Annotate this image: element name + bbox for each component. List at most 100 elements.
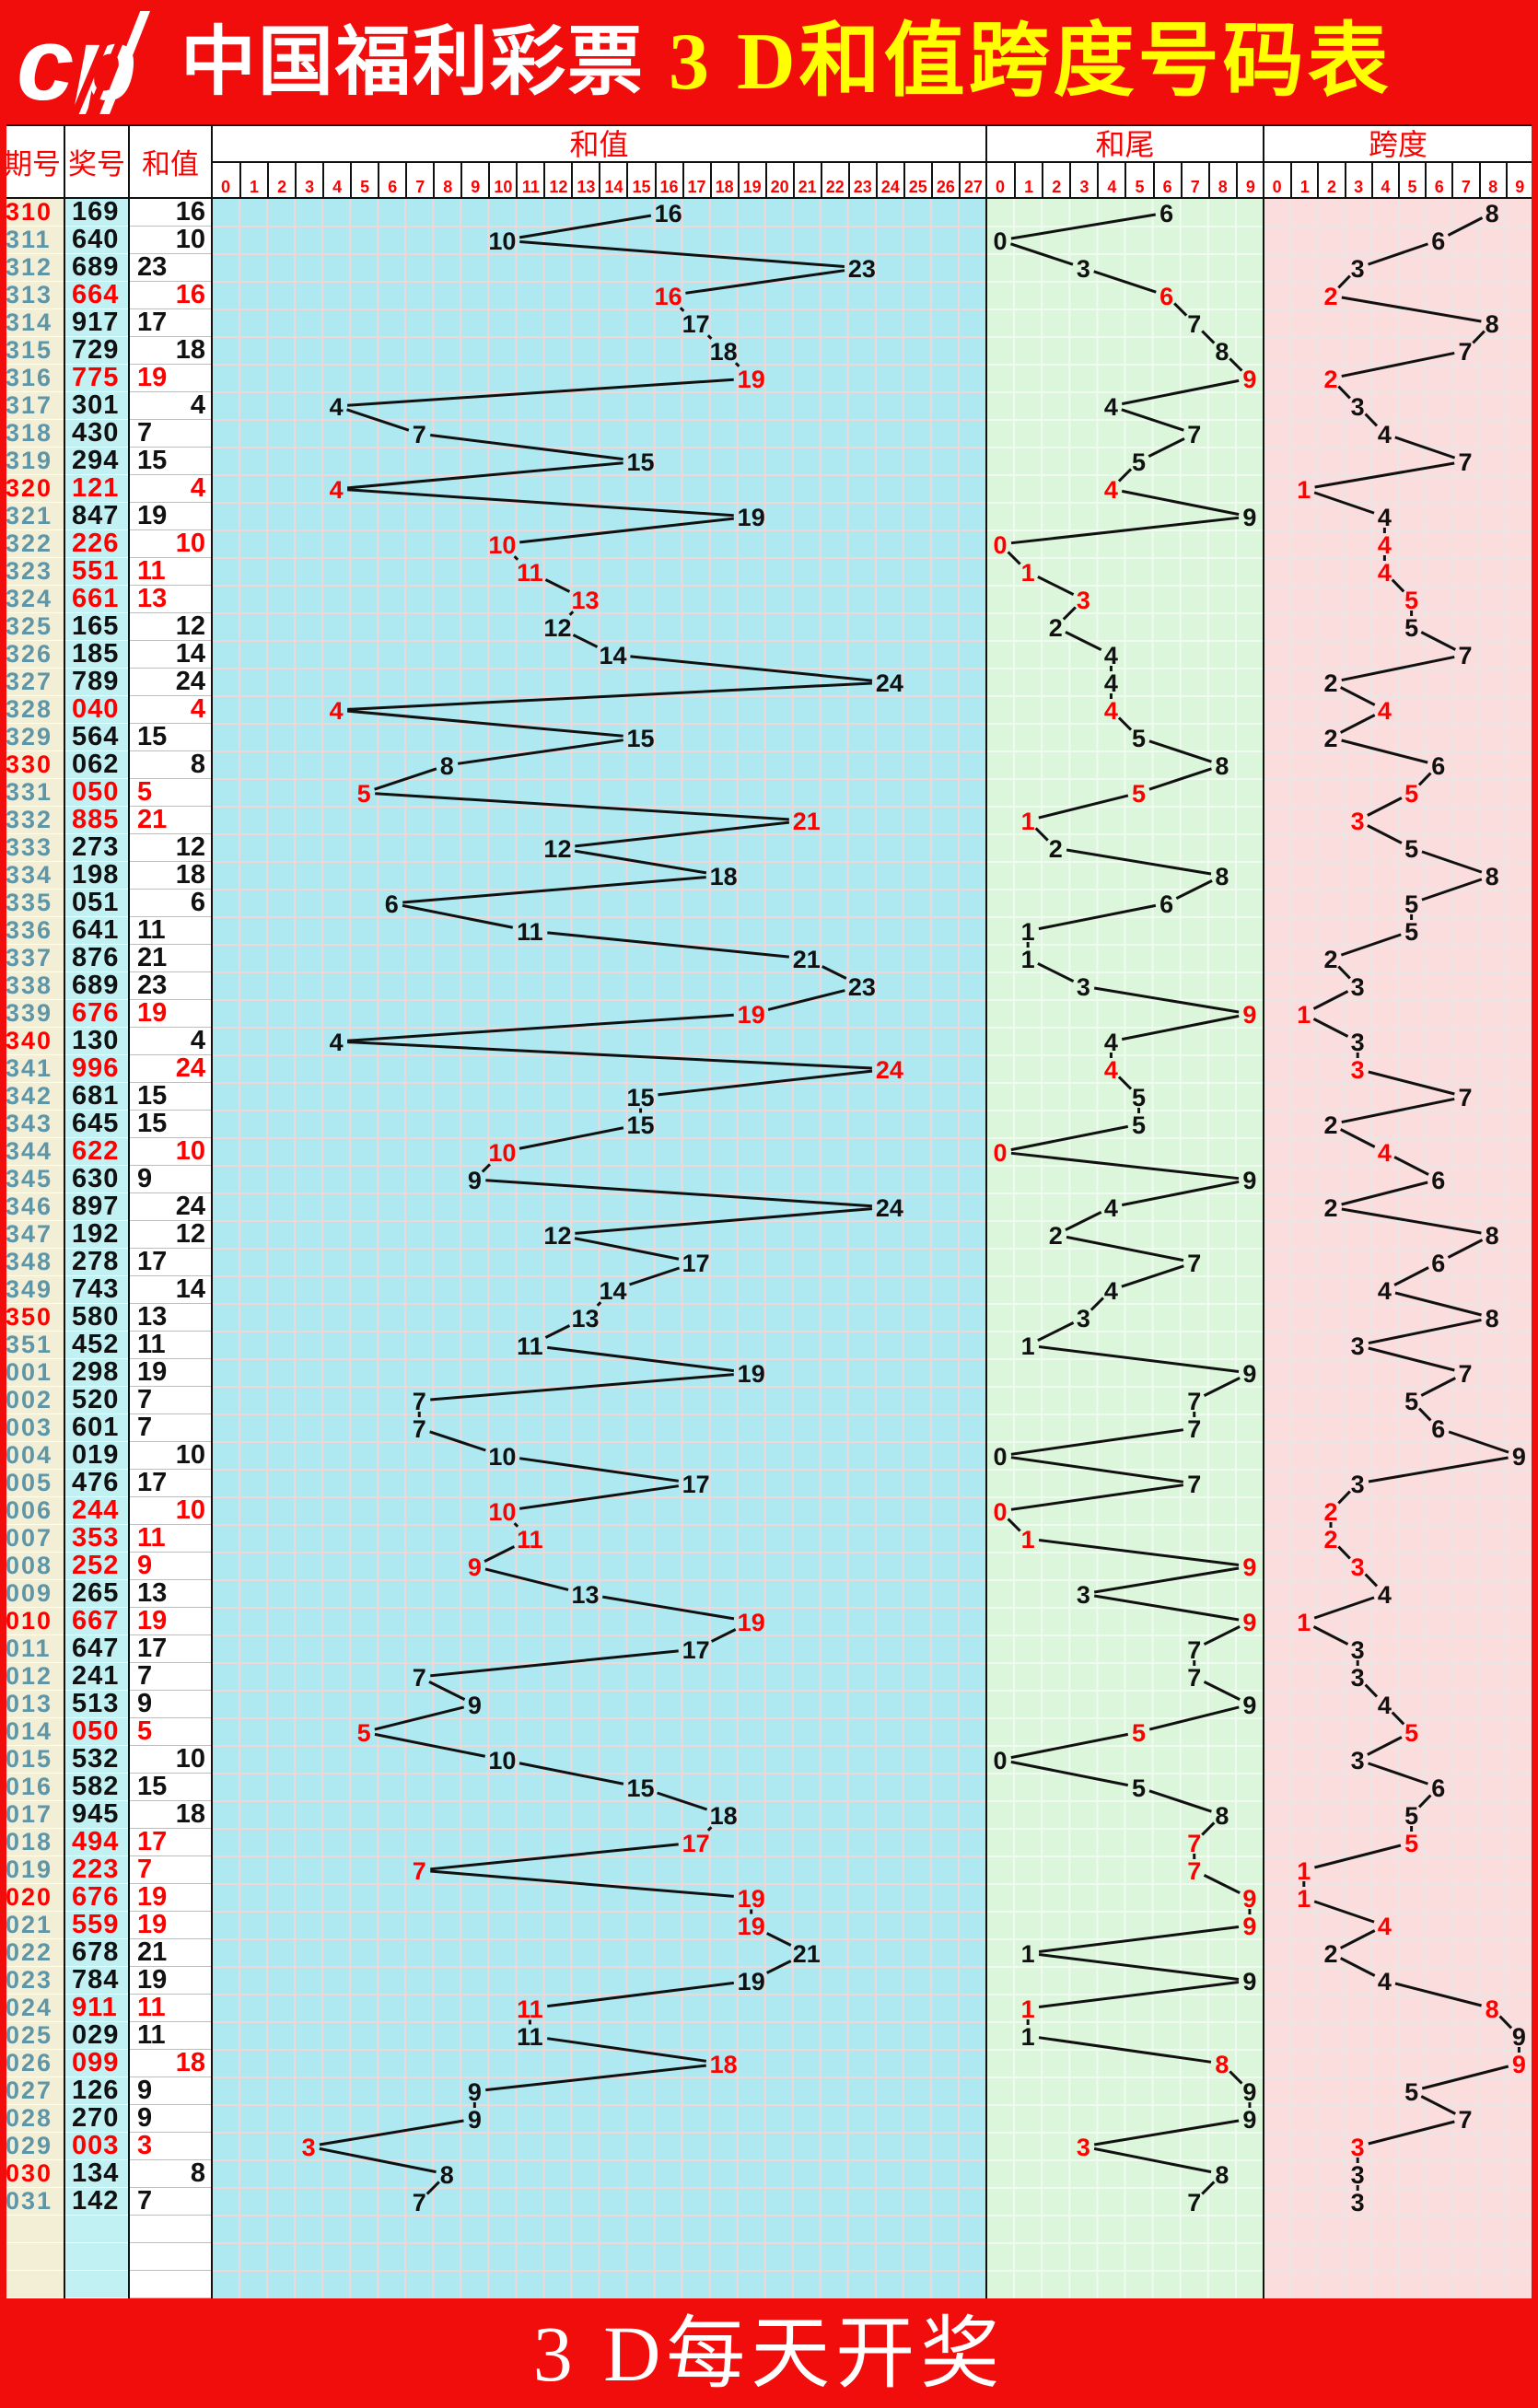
- number-cell: 165: [64, 613, 129, 641]
- data-point-label: 16: [655, 200, 682, 227]
- tick-label: 0: [221, 178, 231, 196]
- number-cell: 784: [64, 1967, 129, 1995]
- sum-cell: 7: [129, 1856, 212, 1884]
- tick-label: 0: [1272, 178, 1282, 196]
- number-cell: 265: [64, 1580, 129, 1608]
- number-cell: 601: [64, 1414, 129, 1442]
- sum-cell: 15: [129, 1774, 212, 1801]
- data-point-label: 3: [1077, 587, 1090, 614]
- data-point-label: 3: [1077, 973, 1090, 1001]
- sum-cell: 19: [129, 1884, 212, 1912]
- number-cell: 142: [64, 2188, 129, 2216]
- number-cell: 353: [64, 1525, 129, 1553]
- data-point-label: 8: [1486, 200, 1499, 227]
- sum-cell: 9: [129, 1166, 212, 1193]
- data-point-label: 13: [571, 1305, 599, 1332]
- period-cell: 029: [0, 2133, 64, 2160]
- column-border: [985, 124, 987, 2298]
- table-row: 343 645 15: [0, 1111, 212, 1138]
- sum-cell: [129, 2243, 212, 2271]
- table-row: 006 244 10: [0, 1497, 212, 1525]
- table-row: 332 885 21: [0, 807, 212, 834]
- data-point-label: 18: [710, 863, 738, 890]
- sum-cell: 10: [129, 1138, 212, 1166]
- period-cell: 333: [0, 834, 64, 862]
- data-point-label: 6: [1431, 1774, 1445, 1802]
- number-cell: 630: [64, 1166, 129, 1193]
- table-row: 315 729 18: [0, 337, 212, 365]
- number-cell: 661: [64, 586, 129, 613]
- tick-label: 3: [295, 163, 322, 199]
- chart-svg-sum: 1610231617181947154191011131214244158521…: [212, 199, 986, 2298]
- tick-label: 26: [930, 163, 959, 199]
- data-point-label: 11: [517, 918, 543, 946]
- period-cell: 339: [0, 1000, 64, 1028]
- table-row: 316 775 19: [0, 365, 212, 392]
- number-cell: 476: [64, 1470, 129, 1497]
- chart-svg-tail: 6036789475490132444585128611394455094274…: [986, 199, 1264, 2298]
- sum-cell: 5: [129, 779, 212, 807]
- data-point-label: 19: [738, 1913, 765, 1940]
- data-point-label: 1: [1297, 1609, 1311, 1636]
- sum-cell: 18: [129, 2050, 212, 2077]
- data-point-label: 21: [793, 946, 821, 973]
- data-point-label: 19: [738, 1001, 765, 1029]
- data-point-label: 10: [488, 1747, 516, 1774]
- table-row: 031 142 7: [0, 2188, 212, 2216]
- data-point-label: 3: [1077, 1305, 1090, 1332]
- data-point-label: 1: [1021, 918, 1035, 946]
- number-cell: [64, 2271, 129, 2298]
- number-cell: 641: [64, 917, 129, 945]
- table-row: 005 476 17: [0, 1470, 212, 1497]
- tick-label: 13: [571, 163, 599, 199]
- period-cell: 351: [0, 1332, 64, 1359]
- data-point-label: 9: [1242, 504, 1256, 531]
- table-row: 321 847 19: [0, 503, 212, 530]
- data-point-label: 5: [357, 780, 371, 808]
- period-cell: 343: [0, 1111, 64, 1138]
- section-label-tail: 和尾: [986, 124, 1264, 161]
- data-point-label: 6: [1159, 890, 1173, 918]
- table-row: 342 681 15: [0, 1083, 212, 1111]
- data-point-label: 9: [1242, 1968, 1256, 1995]
- data-point-label: 9: [1242, 2078, 1256, 2106]
- sum-cell: 14: [129, 641, 212, 669]
- table-row: 311 640 10: [0, 227, 212, 254]
- sum-cell: 13: [129, 1580, 212, 1608]
- period-cell: 330: [0, 751, 64, 779]
- period-cell: 329: [0, 724, 64, 751]
- table-row: 331 050 5: [0, 779, 212, 807]
- number-cell: 294: [64, 448, 129, 475]
- sum-cell: 19: [129, 1912, 212, 1939]
- data-point-label: 7: [1458, 1360, 1472, 1388]
- data-point-label: 1: [1021, 559, 1035, 587]
- sum-cell: 21: [129, 807, 212, 834]
- data-point-label: 4: [1378, 1581, 1392, 1609]
- data-point-label: 5: [1404, 918, 1418, 946]
- period-cell: 319: [0, 448, 64, 475]
- table-row: [0, 2243, 212, 2271]
- header-border: [0, 197, 1538, 199]
- tick-label: 3: [1069, 163, 1097, 199]
- section-label-span: 跨度: [1264, 124, 1532, 161]
- left-red-border: [0, 0, 6, 2408]
- table-row: 340 130 4: [0, 1028, 212, 1055]
- data-point-label: 7: [1458, 642, 1472, 669]
- sum-cell: 21: [129, 945, 212, 972]
- data-point-label: 1: [1021, 1526, 1035, 1553]
- sum-cell: 19: [129, 1967, 212, 1995]
- period-cell: 025: [0, 2022, 64, 2050]
- data-point-label: 3: [1351, 808, 1365, 835]
- period-cell: 334: [0, 862, 64, 890]
- data-point-label: 1: [1021, 808, 1035, 835]
- column-border: [211, 124, 213, 2298]
- data-point-label: 10: [488, 1139, 516, 1167]
- data-point-label: 1: [1297, 1857, 1311, 1885]
- data-point-label: 2: [1323, 1111, 1337, 1139]
- data-point-label: 5: [1132, 1774, 1146, 1802]
- number-cell: 551: [64, 558, 129, 586]
- sum-cell: 7: [129, 420, 212, 448]
- tick-label: 5: [350, 163, 378, 199]
- data-point-label: 11: [517, 2023, 543, 2051]
